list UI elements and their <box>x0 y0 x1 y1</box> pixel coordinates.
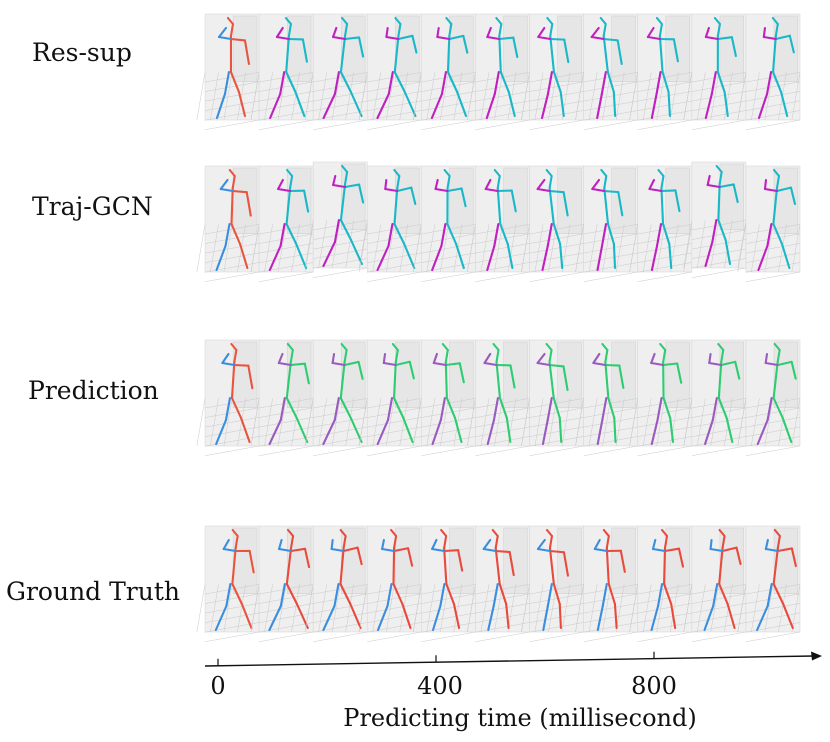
skeleton-frame <box>413 339 476 456</box>
time-axis <box>204 651 822 667</box>
skeleton-frame <box>304 525 368 642</box>
axis-tick-label-0: 0 <box>210 672 226 700</box>
skeleton-frame <box>575 165 639 282</box>
skeleton-frame <box>737 339 801 456</box>
skeleton-frame <box>575 339 639 456</box>
skeleton-frame <box>250 339 314 456</box>
axis-tick-label-800: 800 <box>631 672 677 700</box>
row-label-res-sup: Res-sup <box>32 38 132 67</box>
skeleton-frame <box>358 165 422 282</box>
skeleton-frame <box>304 13 368 130</box>
time-axis-line <box>204 655 815 667</box>
skeleton-frame <box>683 525 747 642</box>
row-label-ground-truth: Ground Truth <box>6 577 180 606</box>
skeleton-frame <box>575 525 639 642</box>
skeleton-frame <box>575 13 639 130</box>
skeleton-frame <box>196 525 260 642</box>
row-label-prediction: Prediction <box>28 376 159 405</box>
skeleton-row-2 <box>196 339 801 456</box>
skeleton-row-1 <box>196 161 801 282</box>
skeleton-frame <box>358 13 422 130</box>
skeleton-frame <box>521 525 584 642</box>
skeleton-frame <box>196 339 260 456</box>
skeleton-frame <box>250 525 314 642</box>
skeleton-frame <box>683 13 747 130</box>
skeleton-frame <box>358 339 422 456</box>
skeleton-row-3 <box>196 525 801 642</box>
skeleton-frame <box>467 165 530 282</box>
skeleton-frame <box>467 525 530 642</box>
skeleton-frame <box>629 339 693 456</box>
skeleton-frame <box>413 525 476 642</box>
time-axis-arrowhead <box>811 651 822 661</box>
axis-tick-label-400: 400 <box>417 672 463 700</box>
skeleton-frame <box>304 161 368 278</box>
skeleton-frame <box>467 13 530 130</box>
skeleton-frame <box>250 13 314 130</box>
skeleton-frame <box>521 339 584 456</box>
skeleton-frame <box>629 13 693 130</box>
skeleton-frame <box>737 165 801 282</box>
skeleton-frame <box>196 13 260 130</box>
skeleton-frame <box>250 165 314 282</box>
skeleton-frame <box>683 339 747 456</box>
skeleton-frame <box>629 525 693 642</box>
skeleton-frame <box>521 165 584 282</box>
skeleton-frame <box>413 165 476 282</box>
skeleton-frame <box>629 165 693 282</box>
skeleton-row-0 <box>196 13 801 130</box>
skeleton-frame <box>521 13 584 130</box>
skeleton-frame <box>358 525 422 642</box>
skeleton-frame <box>413 13 476 130</box>
skeleton-frame <box>737 13 801 130</box>
skeleton-frame <box>196 165 260 282</box>
skeleton-frame <box>737 525 801 642</box>
skeleton-frame <box>683 161 747 278</box>
row-label-traj-gcn: Traj-GCN <box>32 192 153 221</box>
skeleton-frame <box>304 339 368 456</box>
skeleton-frame <box>467 339 530 456</box>
axis-title: Predicting time (millisecond) <box>343 704 697 732</box>
